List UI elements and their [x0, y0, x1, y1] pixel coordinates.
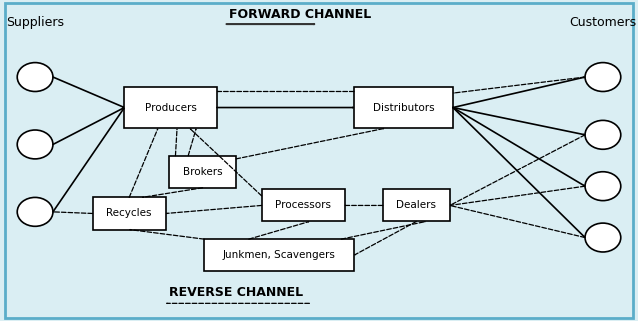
Text: Recycles: Recycles [107, 208, 152, 219]
Text: Dealers: Dealers [396, 200, 436, 211]
Text: Producers: Producers [145, 102, 197, 113]
Bar [93, 197, 166, 230]
Ellipse shape [585, 63, 621, 91]
Text: Distributors: Distributors [373, 102, 434, 113]
Bar [124, 87, 217, 128]
Text: Brokers: Brokers [182, 167, 223, 177]
Ellipse shape [585, 172, 621, 201]
Ellipse shape [585, 223, 621, 252]
Bar [354, 87, 453, 128]
Ellipse shape [585, 120, 621, 149]
Text: Customers: Customers [569, 16, 637, 29]
Ellipse shape [17, 197, 53, 226]
Ellipse shape [17, 130, 53, 159]
Ellipse shape [17, 63, 53, 91]
Bar [204, 239, 354, 271]
Text: Processors: Processors [275, 200, 331, 211]
Bar [262, 189, 345, 221]
Text: Junkmen, Scavengers: Junkmen, Scavengers [223, 250, 336, 260]
Text: REVERSE CHANNEL: REVERSE CHANNEL [169, 286, 303, 299]
Text: FORWARD CHANNEL: FORWARD CHANNEL [229, 8, 371, 21]
Text: Suppliers: Suppliers [6, 16, 64, 29]
Bar [169, 156, 236, 188]
Bar [383, 189, 450, 221]
